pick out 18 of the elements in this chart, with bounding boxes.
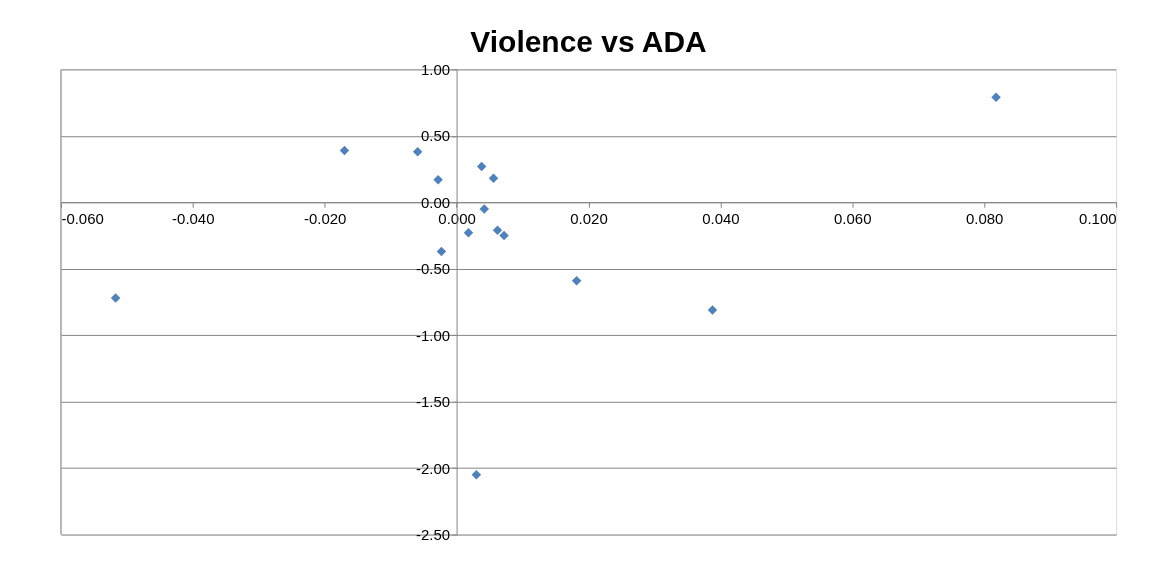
x-tick-label: -0.040 <box>172 209 215 227</box>
x-tick-label: 0.020 <box>570 209 608 227</box>
y-tick-label: -0.50 <box>415 260 451 278</box>
x-tick-label: -0.020 <box>303 209 347 227</box>
x-tick-label: 0.060 <box>834 209 872 227</box>
x-tick-label: 0.040 <box>702 209 740 227</box>
chart-title: Violence vs ADA <box>470 25 707 59</box>
x-tick-label: -0.060 <box>61 209 104 227</box>
y-tick-label: 0.50 <box>420 127 451 145</box>
y-tick-label: -1.50 <box>415 393 451 411</box>
y-tick-label: -2.00 <box>415 459 451 477</box>
x-tick-label: 0.080 <box>965 209 1004 227</box>
y-tick-label: -2.50 <box>415 526 451 544</box>
x-tick-label: 0.000 <box>438 209 476 227</box>
x-tick-label: 0.100 <box>1079 209 1117 227</box>
y-tick-label: -1.00 <box>415 326 451 344</box>
y-tick-label: 0.00 <box>420 193 451 211</box>
y-tick-label: 1.00 <box>420 60 451 78</box>
